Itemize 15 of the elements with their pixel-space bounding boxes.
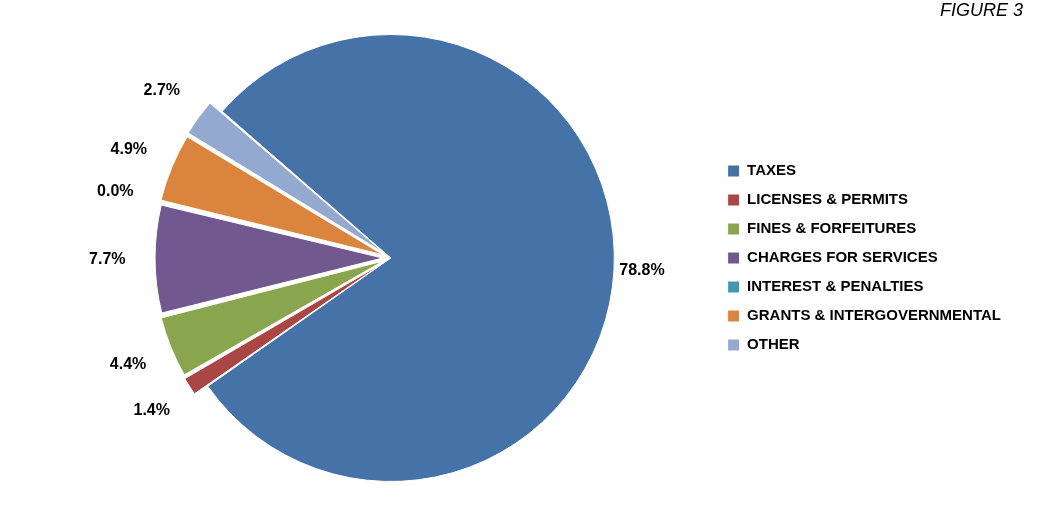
legend-label: OTHER (747, 335, 800, 353)
data-label: 78.8% (619, 261, 665, 279)
data-label: 7.7% (89, 249, 126, 267)
legend-label: LICENSES & PERMITS (747, 190, 908, 208)
text: 0.0% (97, 181, 134, 199)
data-label: 1.4% (133, 400, 170, 418)
legend-label: GRANTS & INTERGOVERNMENTAL (747, 306, 1001, 324)
data-label: 2.7% (143, 81, 181, 99)
chart-title: FIGURE 3 (939, 0, 1023, 21)
legend-label: TAXES (747, 161, 797, 179)
legend-label: CHARGES FOR SERVICES (747, 248, 938, 266)
data-label: 4.9% (110, 140, 148, 158)
data-label: 4.4% (109, 354, 147, 372)
legend-label: INTEREST & PENALTIES (747, 277, 924, 295)
legend-label: FINES & FORFEITURES (747, 219, 917, 237)
